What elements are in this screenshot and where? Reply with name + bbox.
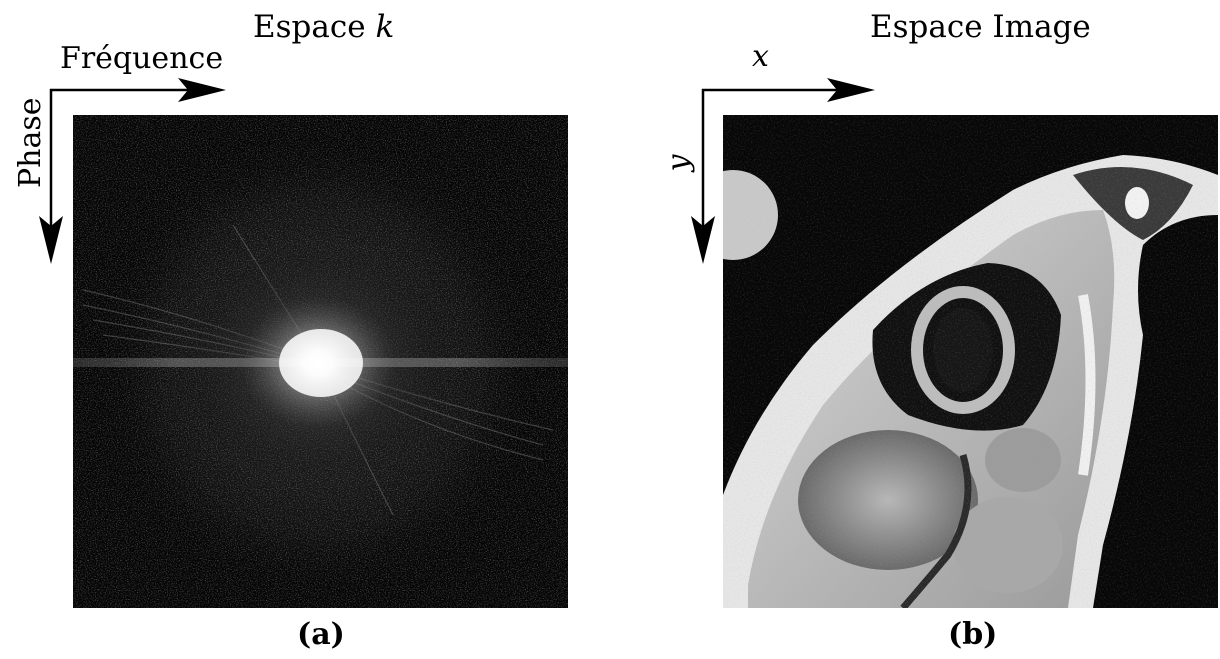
k-space-rendering xyxy=(73,115,568,608)
phase-axis-label: Phase xyxy=(13,97,48,188)
frequency-axis-label: Fréquence xyxy=(60,41,224,76)
mri-image xyxy=(723,115,1218,608)
x-axis-arrow xyxy=(702,78,875,102)
panel-a-title-variable: k xyxy=(375,9,395,45)
k-space-image xyxy=(73,115,568,608)
panel-b-title: Espace Image xyxy=(870,9,1091,45)
panel-a-title: Espace k xyxy=(253,12,394,43)
y-axis-label: y xyxy=(661,154,696,172)
x-axis-label: x xyxy=(752,39,769,74)
panel-a-caption: (a) xyxy=(297,617,345,652)
mri-rendering xyxy=(723,115,1218,608)
y-axis-arrow xyxy=(691,89,715,264)
panel-a-title-text: Espace xyxy=(253,9,376,45)
frequency-arrow xyxy=(50,78,226,102)
panel-b-caption: (b) xyxy=(948,617,998,652)
